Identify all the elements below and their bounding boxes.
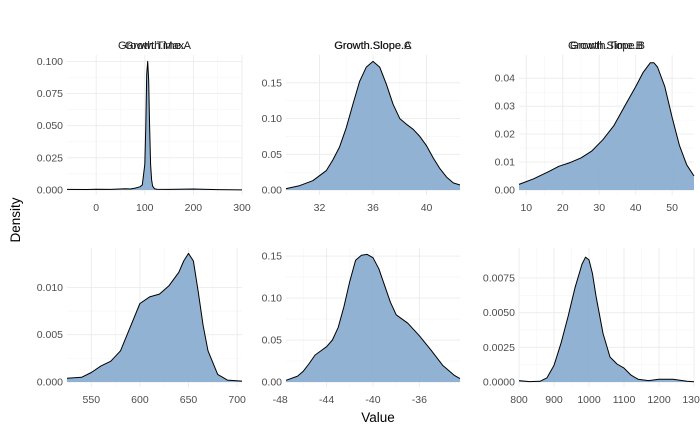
facet-panel: Growth.Time.B80090010001100120013000.000… (483, 40, 700, 406)
x-tick-label: 32 (314, 202, 326, 214)
x-tick-label: -36 (412, 394, 427, 406)
y-tick-label: 0.05 (262, 335, 283, 347)
density-line (66, 60, 243, 191)
panel-title: Growth.Max (125, 40, 185, 52)
y-tick-label: 0.000 (37, 185, 63, 197)
y-tick-label: 0.10 (262, 113, 283, 125)
facet-panel: Growth.Time.A 0 100 200 300 0.000 0.025 0.050 0.… (37, 40, 251, 214)
density-area (519, 257, 694, 382)
y-tick-label: 0.005 (37, 329, 63, 341)
x-tick-label: 300 (233, 202, 251, 214)
y-tick-label: 0.00 (262, 377, 283, 389)
density-line (285, 60, 461, 190)
y-tick-label: 0.00 (262, 185, 283, 197)
x-tick-label: 700 (228, 394, 246, 406)
y-tick-label: 0.15 (262, 77, 283, 89)
panel-title: Growth.Time.A (118, 40, 192, 52)
y-tick-label: 0.025 (37, 152, 63, 164)
density-area (286, 254, 460, 382)
y-tick-label: 0.05 (262, 149, 283, 161)
x-tick-label: -40 (365, 394, 380, 406)
panel-title: Growth.Time.B (570, 40, 643, 52)
x-tick-label: 10 (520, 202, 532, 214)
x-tick-label: 20 (557, 202, 569, 214)
x-tick-label: 1200 (647, 394, 671, 406)
y-tick-label: 0.0025 (483, 342, 515, 354)
facet-panel: Growth.Slope.A 32 36 40 0.00 0.05 0.10 0.15 (262, 40, 461, 214)
x-tick-label: 100 (136, 202, 154, 214)
x-tick-label: 200 (185, 202, 203, 214)
y-tick-label: 0.0050 (483, 307, 515, 319)
y-tick-label: 0.02 (495, 129, 516, 141)
x-tick-label: 600 (131, 394, 149, 406)
y-tick-label: 0.050 (37, 120, 63, 132)
x-tick-label: 550 (83, 394, 101, 406)
density-line (285, 253, 461, 381)
panel-title: Growth.Slope.A (334, 40, 412, 52)
x-tick-label: 30 (593, 202, 605, 214)
x-axis-title: Value (361, 410, 395, 425)
y-tick-label: 0.00 (495, 185, 516, 197)
x-tick-label: 40 (421, 202, 433, 214)
density-area (519, 62, 694, 190)
y-tick-label: 0.100 (37, 56, 63, 68)
facet-panel: Growth.Max 550 600 650 700 0.000 0.005 0.010 (37, 40, 246, 406)
density-line (518, 256, 695, 383)
x-tick-label: 50 (666, 202, 678, 214)
density-line (518, 62, 695, 185)
y-tick-label: 0.000 (37, 377, 63, 389)
y-tick-label: 0.0075 (483, 272, 515, 284)
panel-title: Growth.Slope.C (334, 40, 412, 52)
facet-panel: Growth.Slope.C -48 -44 -40 -36 0.00 0.05 0.10 0.… (262, 40, 461, 406)
x-tick-label: 40 (630, 202, 642, 214)
x-tick-label: 650 (180, 394, 198, 406)
y-tick-label: 0.01 (495, 157, 516, 169)
x-tick-label: 900 (545, 394, 563, 406)
y-tick-label: 0.010 (37, 282, 63, 294)
panel-title: Growth.Slope.B (568, 40, 645, 52)
x-tick-label: -44 (319, 394, 334, 406)
density-area (67, 253, 242, 382)
y-tick-label: 0.0000 (483, 377, 515, 389)
x-tick-label: 1000 (577, 394, 601, 406)
x-tick-label: 0 (93, 202, 99, 214)
x-tick-label: -48 (273, 394, 288, 406)
facet-panels: Growth.Time.A 0 100 200 300 0.000 0.025 0.050 0.… (37, 40, 700, 406)
facet-panel: Growth.Slope.B 10 20 30 40 50 0.00 0.01 0.02 0.03… (495, 40, 695, 214)
x-tick-label: 1100 (613, 394, 636, 406)
y-tick-label: 0.10 (262, 293, 283, 305)
x-tick-label: 36 (367, 202, 379, 214)
y-tick-label: 0.03 (495, 101, 516, 113)
x-tick-label: 800 (510, 394, 528, 406)
y-tick-label: 0.04 (495, 73, 516, 85)
y-tick-label: 0.15 (262, 251, 283, 263)
density-area (286, 61, 460, 191)
y-axis-title: Density (8, 197, 23, 242)
density-line (66, 252, 243, 382)
y-tick-label: 0.075 (37, 88, 63, 100)
